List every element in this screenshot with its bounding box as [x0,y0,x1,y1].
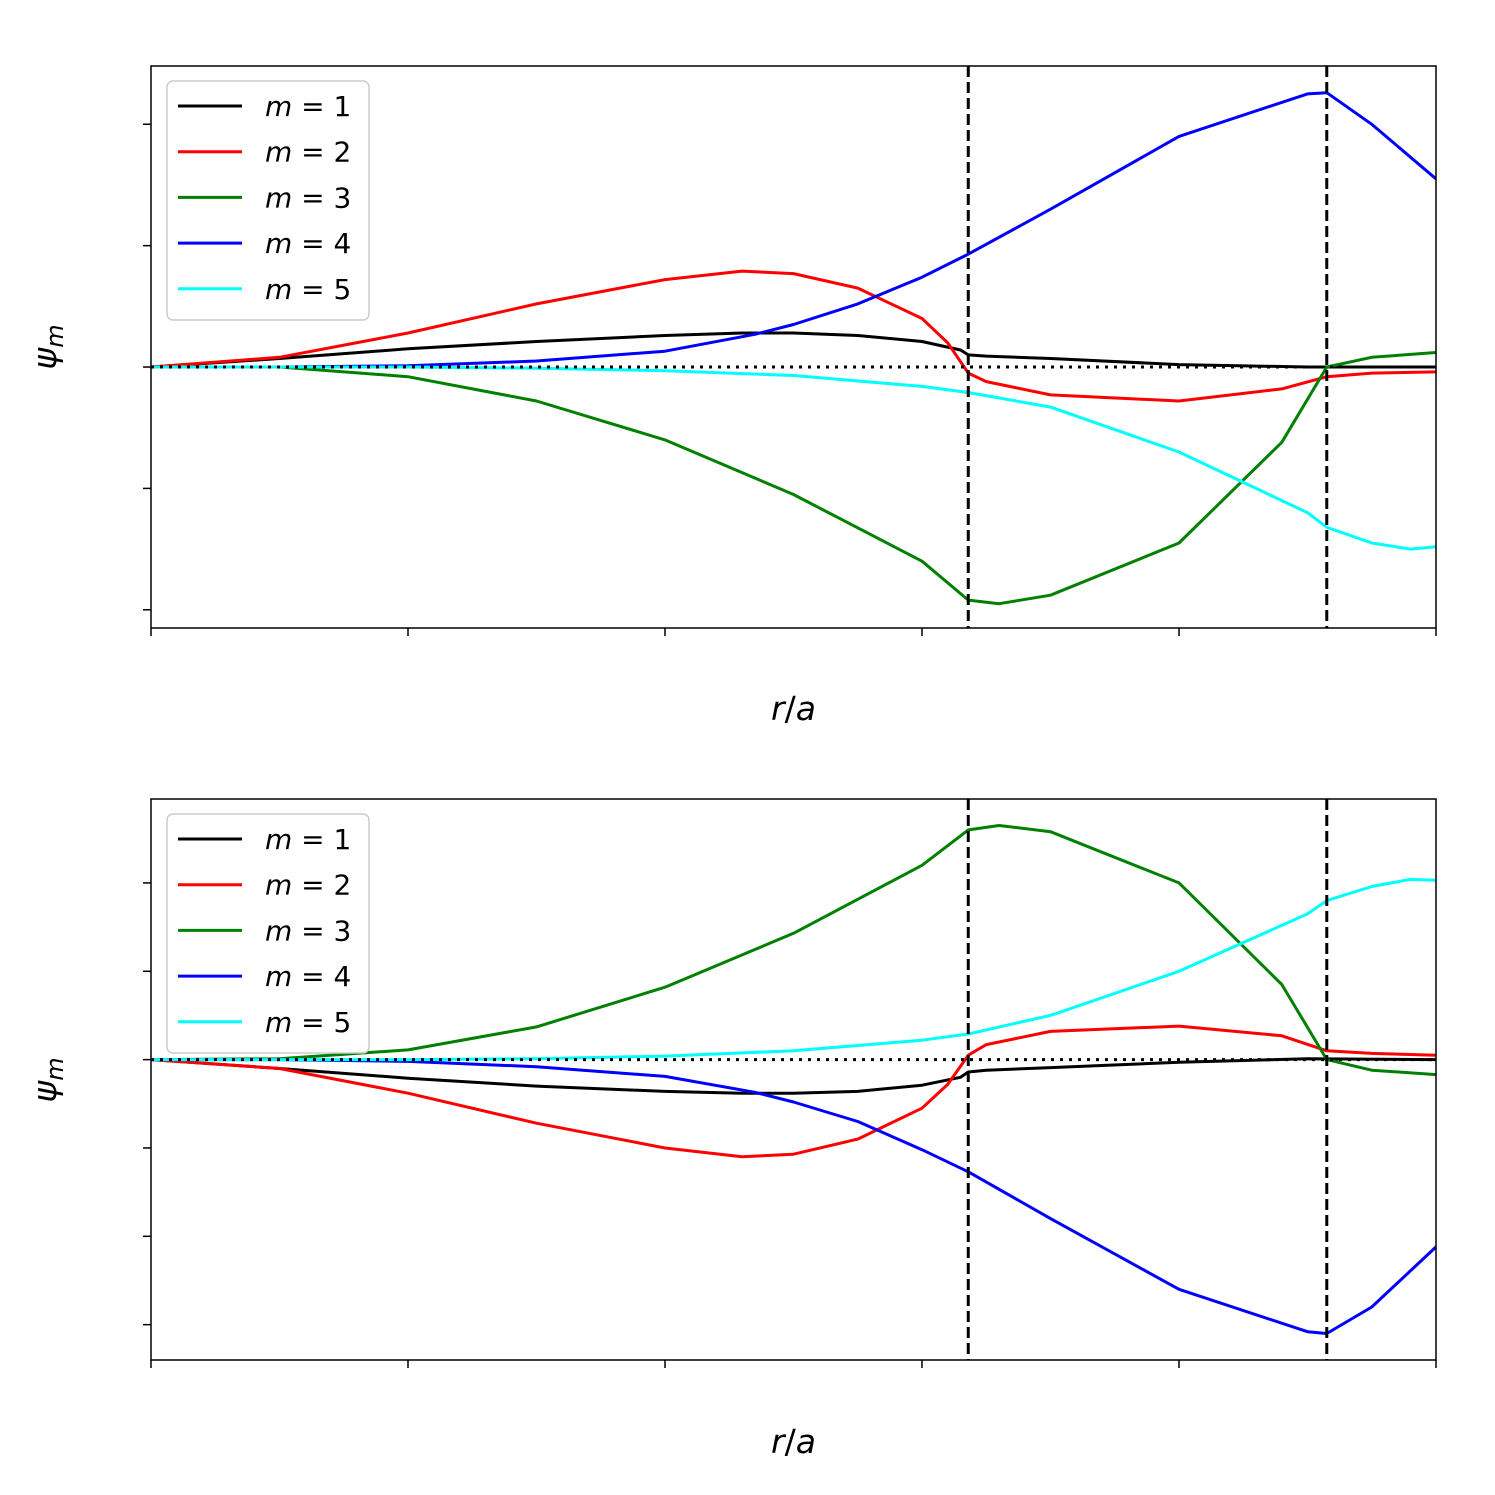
legend-label-m3: m = 3 [265,181,351,214]
series-line-m2 [151,1024,1436,1159]
legend: m = 1 m = 2 m = 3 m = 4 m = 5 [166,813,370,1054]
legend-label-m5: m = 5 [265,1006,351,1039]
series-line-m4 [151,91,1436,369]
legend-box [166,813,370,1054]
series-line-m4 [151,1058,1436,1335]
legend-label-m4: m = 4 [265,227,351,260]
plot-frame [150,798,1437,1361]
legend-label-m2: m = 2 [265,869,351,902]
series-line-m1 [151,331,1436,369]
y-axis-label: ψm [25,324,69,369]
chart-panel-bottom: r/a ψm m = 1 m = 2 m = 3 m = 4 m = 5 [25,798,1437,1461]
legend-label-m5: m = 5 [265,273,351,306]
legend: m = 1 m = 2 m = 3 m = 4 m = 5 [166,80,370,321]
legend-box [166,80,370,321]
legend-label-m3: m = 3 [265,914,351,947]
series-line-m3 [151,824,1436,1077]
series-line-m2 [151,269,1436,403]
legend-label-m4: m = 4 [265,960,351,993]
legend-label-m1: m = 1 [265,823,351,856]
y-axis-label: ψm [25,1057,69,1102]
series-line-m3 [151,351,1436,606]
plot-frame [150,65,1437,629]
legend-label-m1: m = 1 [265,90,351,123]
legend-label-m2: m = 2 [265,136,351,169]
x-axis-label: r/a [771,689,816,728]
x-axis-label: r/a [771,1422,816,1461]
series-line-m1 [151,1057,1436,1095]
chart-panel-top: r/a ψm m = 1 m = 2 m = 3 m = 4 m = 5 [25,65,1437,728]
